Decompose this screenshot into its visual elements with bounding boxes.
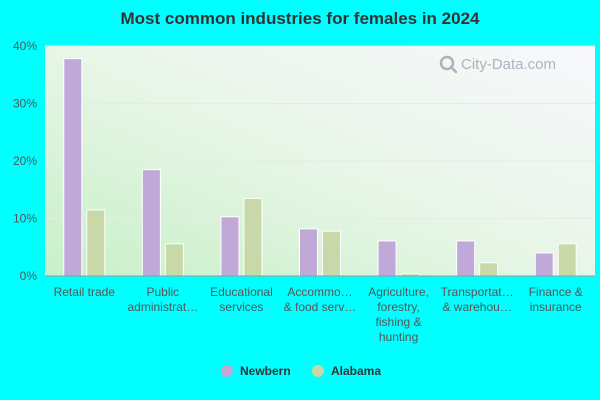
x-tick-label: Accommo… & food serv… (284, 285, 357, 314)
y-tick-label: 0% (20, 269, 38, 283)
bar-newbern-4[interactable] (377, 240, 397, 277)
watermark-text: City-Data.com (461, 56, 556, 73)
bar-alabama-2[interactable] (243, 197, 263, 277)
bar-alabama-5[interactable] (479, 262, 499, 277)
bar-newbern-6[interactable] (534, 252, 554, 277)
x-tick-label: Educational services (210, 285, 273, 314)
y-tick-label: 30% (13, 97, 37, 111)
bar-alabama-6[interactable] (557, 243, 577, 277)
x-tick-label: Retail trade (54, 285, 116, 299)
x-tick-label: Agriculture, forestry, fishing & hunting (368, 285, 429, 344)
y-tick-label: 20% (13, 154, 37, 168)
x-tick-label: Finance & insurance (529, 285, 583, 314)
bar-newbern-3[interactable] (299, 228, 318, 277)
legend-label-alabama: Alabama (331, 364, 381, 378)
bar-newbern-2[interactable] (220, 216, 240, 277)
y-tick-label: 40% (13, 39, 37, 53)
watermark: City-Data.com (439, 55, 556, 74)
bar-alabama-1[interactable] (164, 243, 184, 277)
legend-swatch-alabama (312, 365, 324, 377)
bar-newbern-0[interactable] (63, 58, 83, 277)
gridlines (45, 45, 595, 219)
bar-newbern-1[interactable] (141, 169, 161, 277)
search-icon (439, 55, 458, 74)
bar-alabama-0[interactable] (86, 209, 106, 277)
x-tick-label: Public administrat… (128, 285, 199, 314)
legend-label-newbern: Newbern (240, 364, 291, 378)
x-axis-labels: Retail trade Public administrat… Educationa… (54, 285, 583, 344)
bar-newbern-5[interactable] (456, 240, 476, 277)
y-tick-label: 10% (13, 212, 37, 226)
x-tick-label: Transportat… & warehou… (441, 285, 514, 314)
y-axis-ticks: 0% 10% 20% 30% 40% (13, 39, 37, 283)
chart-title: Most common industries for females in 20… (121, 9, 481, 28)
bar-alabama-3[interactable] (322, 230, 341, 277)
legend: Newbern Alabama (221, 364, 381, 378)
legend-swatch-newbern (221, 365, 233, 377)
